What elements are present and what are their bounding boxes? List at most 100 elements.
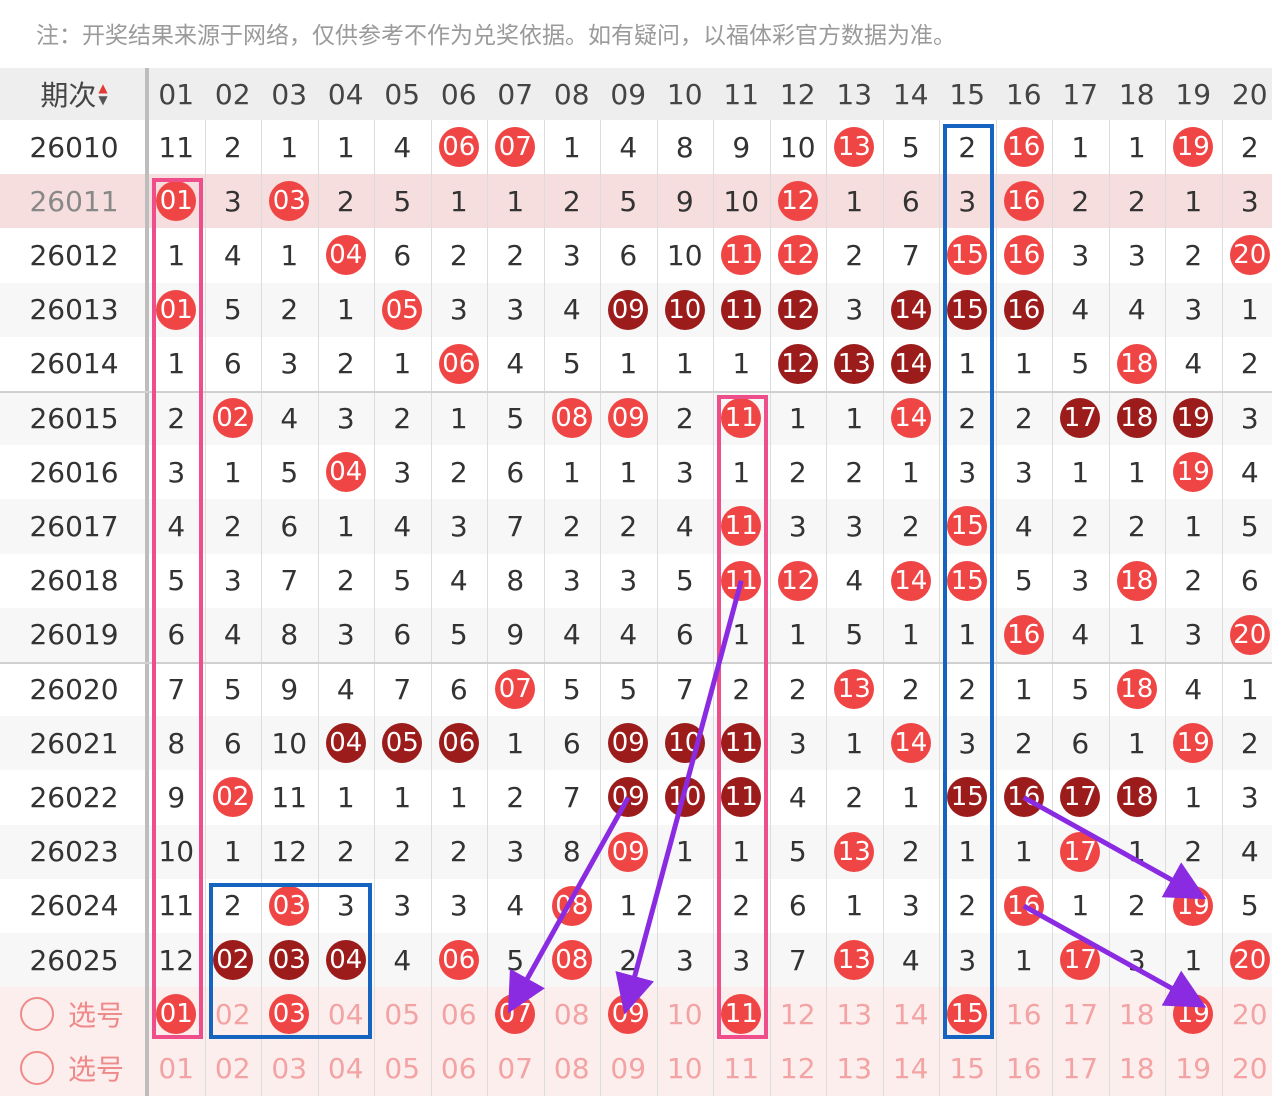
pick-number[interactable]: 16 <box>1005 1051 1042 1085</box>
pick-number[interactable]: 14 <box>892 1051 929 1085</box>
pick-number-20[interactable]: 20 <box>1222 1041 1272 1095</box>
pick-number-01[interactable]: 01 <box>148 1041 205 1095</box>
pick-number-16[interactable]: 16 <box>996 987 1053 1041</box>
omission-count: 2 <box>223 889 242 923</box>
pick-number-02[interactable]: 02 <box>205 987 262 1041</box>
pick-number-17[interactable]: 17 <box>1052 987 1109 1041</box>
pick-number[interactable]: 08 <box>553 1051 590 1085</box>
pick-number-05[interactable]: 05 <box>374 1041 431 1095</box>
pick-number-15[interactable]: 15 <box>939 987 996 1041</box>
pick-number[interactable]: 19 <box>1175 1051 1212 1085</box>
number-cell: 1 <box>770 608 827 662</box>
pick-number-12[interactable]: 12 <box>770 1041 827 1095</box>
pick-number-10[interactable]: 10 <box>657 987 714 1041</box>
pick-number-08[interactable]: 08 <box>544 1041 601 1095</box>
pick-number-19[interactable]: 19 <box>1165 987 1222 1041</box>
pick-number-19[interactable]: 19 <box>1165 1041 1222 1095</box>
pick-number[interactable]: 11 <box>723 1051 760 1085</box>
pick-number-20[interactable]: 20 <box>1222 987 1272 1041</box>
omission-count: 4 <box>393 943 412 977</box>
omission-count: 1 <box>562 130 581 164</box>
pick-number[interactable]: 07 <box>497 1051 534 1085</box>
pick-number[interactable]: 20 <box>1231 1051 1268 1085</box>
pick-number-10[interactable]: 10 <box>657 1041 714 1095</box>
number-cell: 1 <box>318 499 375 553</box>
pick-number[interactable]: 16 <box>1005 997 1042 1031</box>
pick-number[interactable]: 02 <box>214 997 251 1031</box>
selected-pick-ball[interactable]: 15 <box>947 994 988 1035</box>
pick-number[interactable]: 02 <box>214 1051 251 1085</box>
pick-number-05[interactable]: 05 <box>374 987 431 1041</box>
select-radio-icon[interactable] <box>20 997 54 1032</box>
pick-number-02[interactable]: 02 <box>205 1041 262 1095</box>
pick-number-16[interactable]: 16 <box>996 1041 1053 1095</box>
pick-number[interactable]: 18 <box>1118 997 1155 1031</box>
pick-number-01[interactable]: 01 <box>148 987 205 1041</box>
selected-pick-ball[interactable]: 07 <box>495 994 536 1035</box>
period-sort-header[interactable]: 期次 ▲ ▼ <box>0 68 148 120</box>
selected-pick-ball[interactable]: 01 <box>156 994 197 1035</box>
pick-number-13[interactable]: 13 <box>826 1041 883 1095</box>
pick-number-03[interactable]: 03 <box>261 987 318 1041</box>
pick-number-03[interactable]: 03 <box>261 1041 318 1095</box>
pick-number[interactable]: 05 <box>384 997 421 1031</box>
pick-number-18[interactable]: 18 <box>1109 1041 1166 1095</box>
pick-number-09[interactable]: 09 <box>600 1041 657 1095</box>
pick-number[interactable]: 01 <box>158 1051 195 1085</box>
pick-number[interactable]: 13 <box>836 1051 873 1085</box>
pick-number[interactable]: 12 <box>779 997 816 1031</box>
pick-number-06[interactable]: 06 <box>431 1041 488 1095</box>
pick-number[interactable]: 08 <box>553 997 590 1031</box>
pick-number[interactable]: 20 <box>1231 997 1268 1031</box>
pick-number-18[interactable]: 18 <box>1109 987 1166 1041</box>
number-cell: 5 <box>1052 662 1109 716</box>
pick-number[interactable]: 10 <box>666 1051 703 1085</box>
pick-number-04[interactable]: 04 <box>318 1041 375 1095</box>
sort-icon[interactable]: ▲ ▼ <box>98 81 108 107</box>
selected-pick-ball[interactable]: 03 <box>269 994 310 1035</box>
select-row-label[interactable]: 选号 <box>0 1041 148 1095</box>
select-radio-icon[interactable] <box>20 1051 54 1086</box>
pick-number-15[interactable]: 15 <box>939 1041 996 1095</box>
row-background <box>0 336 1272 391</box>
pick-number[interactable]: 06 <box>440 1051 477 1085</box>
pick-number-06[interactable]: 06 <box>431 987 488 1041</box>
pick-number-14[interactable]: 14 <box>883 1041 940 1095</box>
number-cell: 2 <box>826 228 883 282</box>
pick-number[interactable]: 04 <box>327 997 364 1031</box>
number-cell: 3 <box>1222 391 1272 445</box>
number-cell: 03 <box>261 174 318 228</box>
number-cell: 1 <box>826 391 883 445</box>
pick-number-07[interactable]: 07 <box>487 987 544 1041</box>
number-cell: 5 <box>205 662 262 716</box>
pick-number[interactable]: 17 <box>1062 997 1099 1031</box>
pick-number-11[interactable]: 11 <box>713 1041 770 1095</box>
selected-pick-ball[interactable]: 11 <box>721 994 762 1035</box>
pick-number-08[interactable]: 08 <box>544 987 601 1041</box>
pick-number-09[interactable]: 09 <box>600 987 657 1041</box>
pick-number-11[interactable]: 11 <box>713 987 770 1041</box>
pick-number[interactable]: 10 <box>666 997 703 1031</box>
pick-number-04[interactable]: 04 <box>318 987 375 1041</box>
pick-number[interactable]: 18 <box>1118 1051 1155 1085</box>
pick-number-17[interactable]: 17 <box>1052 1041 1109 1095</box>
grid-line <box>145 68 149 1096</box>
pick-number[interactable]: 17 <box>1062 1051 1099 1085</box>
pick-number[interactable]: 14 <box>892 997 929 1031</box>
pick-number-13[interactable]: 13 <box>826 987 883 1041</box>
pick-number[interactable]: 03 <box>271 1051 308 1085</box>
pick-number[interactable]: 13 <box>836 997 873 1031</box>
selected-pick-ball[interactable]: 09 <box>608 994 649 1035</box>
pick-number[interactable]: 04 <box>327 1051 364 1085</box>
pick-number-14[interactable]: 14 <box>883 987 940 1041</box>
pick-number-12[interactable]: 12 <box>770 987 827 1041</box>
pick-number-07[interactable]: 07 <box>487 1041 544 1095</box>
pick-number[interactable]: 09 <box>610 1051 647 1085</box>
pick-number[interactable]: 15 <box>949 1051 986 1085</box>
pick-number[interactable]: 12 <box>779 1051 816 1085</box>
select-row-label[interactable]: 选号 <box>0 987 148 1041</box>
pick-number[interactable]: 06 <box>440 997 477 1031</box>
omission-count: 2 <box>167 401 186 435</box>
selected-pick-ball[interactable]: 19 <box>1173 994 1214 1035</box>
pick-number[interactable]: 05 <box>384 1051 421 1085</box>
